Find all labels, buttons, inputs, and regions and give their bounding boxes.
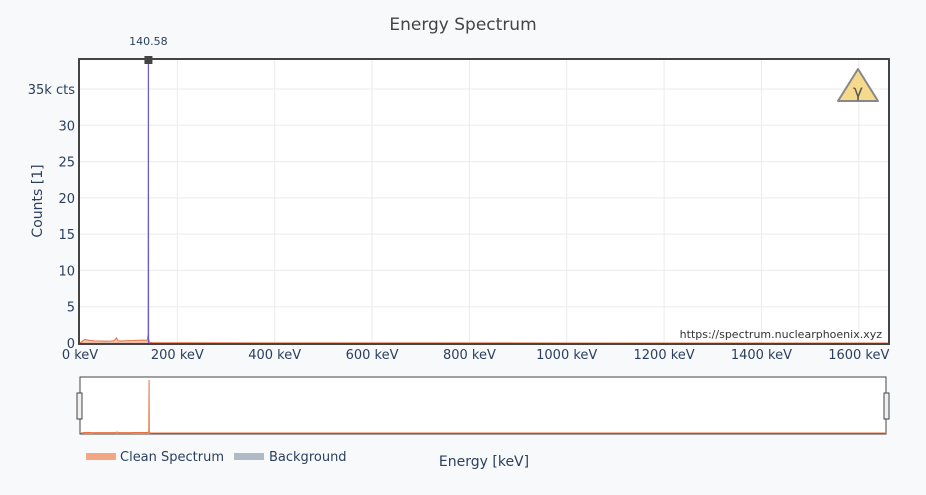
legend-label-background: Background: [269, 450, 347, 465]
y-tick-label: 10: [58, 264, 75, 279]
legend-swatch-background: [234, 453, 264, 460]
x-tick-label: 1200 keV: [634, 348, 695, 363]
slider-clean-spectrum-line: [80, 379, 885, 434]
range-slider[interactable]: [76, 376, 890, 435]
legend[interactable]: Clean Spectrum Background: [86, 450, 347, 465]
peak-annotation[interactable]: 140.58: [129, 35, 168, 64]
x-tick-label: 600 keV: [346, 348, 399, 363]
gamma-symbol: γ: [853, 82, 863, 102]
range-slider-background: [79, 376, 887, 435]
peak-label: 140.58: [129, 35, 168, 48]
main-plot[interactable]: 0 keV 200 keV 400 keV 600 keV 800 keV 1000 ke…: [28, 58, 890, 363]
y-tick-label: 35k cts: [28, 83, 75, 98]
x-tick-label: 1000 keV: [536, 348, 597, 363]
chart-title: Energy Spectrum: [389, 15, 536, 35]
x-tick-label: 200 keV: [151, 348, 204, 363]
legend-item-clean-spectrum[interactable]: Clean Spectrum: [86, 450, 224, 465]
range-slider-right-handle[interactable]: [883, 392, 890, 420]
gamma-warning-triangle-icon: γ: [837, 68, 879, 102]
legend-swatch-clean-spectrum: [86, 453, 116, 460]
y-tick-label: 0: [67, 337, 75, 352]
range-slider-left-handle[interactable]: [76, 392, 83, 420]
x-tick-label: 0 keV: [62, 348, 98, 363]
x-axis-ticks: 0 keV 200 keV 400 keV 600 keV 800 keV 1000 ke…: [62, 348, 890, 363]
y-tick-label: 5: [67, 301, 75, 316]
series-clean-spectrum-line: [79, 59, 888, 344]
x-tick-label: 1400 keV: [731, 348, 792, 363]
y-gridlines: [80, 88, 888, 308]
legend-item-background[interactable]: Background: [234, 450, 347, 465]
y-axis-label: Counts [1]: [30, 164, 46, 237]
legend-label-clean-spectrum: Clean Spectrum: [120, 450, 224, 465]
y-tick-label: 20: [58, 192, 75, 207]
range-slider-series: [80, 379, 885, 434]
plot-frame: [78, 58, 890, 345]
x-tick-label: 800 keV: [443, 348, 496, 363]
x-axis-label: Energy [keV]: [439, 454, 529, 470]
x-gridlines: [176, 60, 860, 343]
y-tick-label: 30: [58, 119, 75, 134]
x-tick-label: 1600 keV: [828, 348, 889, 363]
y-axis-ticks: 0 5 10 15 20 25 30 35k cts: [28, 83, 75, 352]
x-tick-label: 400 keV: [248, 348, 301, 363]
watermark-url: https://spectrum.nuclearphoenix.xyz: [680, 328, 883, 341]
peak-marker[interactable]: [144, 56, 153, 64]
y-tick-label: 25: [58, 156, 75, 171]
y-tick-label: 15: [58, 228, 75, 243]
plot-background: [79, 59, 889, 344]
